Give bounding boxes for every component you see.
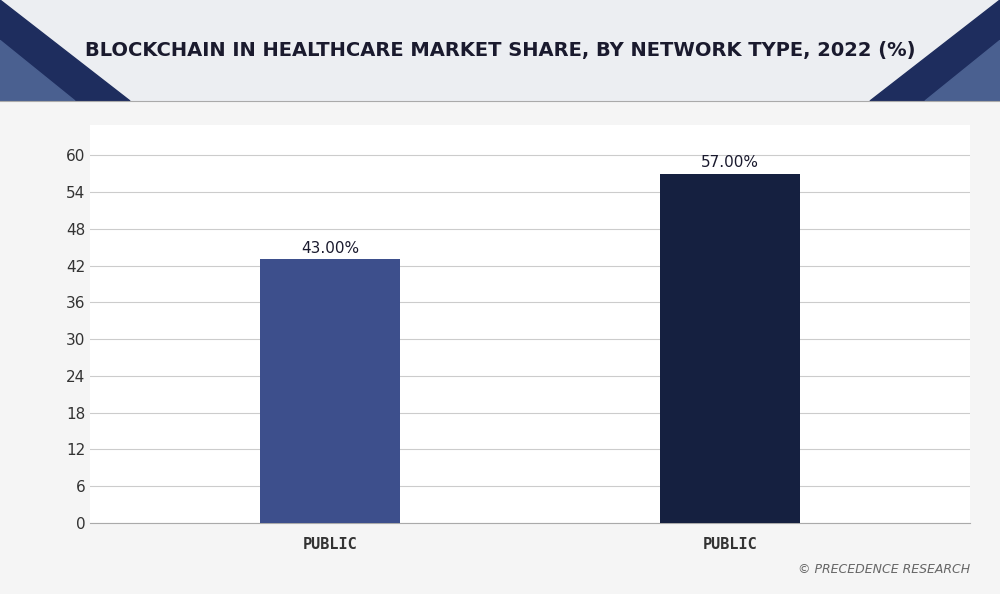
Bar [660, 173, 800, 523]
Text: 43.00%: 43.00% [301, 241, 359, 256]
Bar [260, 260, 400, 523]
Polygon shape [0, 0, 130, 101]
Polygon shape [870, 0, 1000, 101]
Polygon shape [0, 40, 75, 101]
Polygon shape [925, 40, 1000, 101]
Text: BLOCKCHAIN IN HEALTHCARE MARKET SHARE, BY NETWORK TYPE, 2022 (%): BLOCKCHAIN IN HEALTHCARE MARKET SHARE, B… [85, 41, 915, 60]
Text: 57.00%: 57.00% [701, 155, 759, 170]
Text: © PRECEDENCE RESEARCH: © PRECEDENCE RESEARCH [798, 563, 970, 576]
